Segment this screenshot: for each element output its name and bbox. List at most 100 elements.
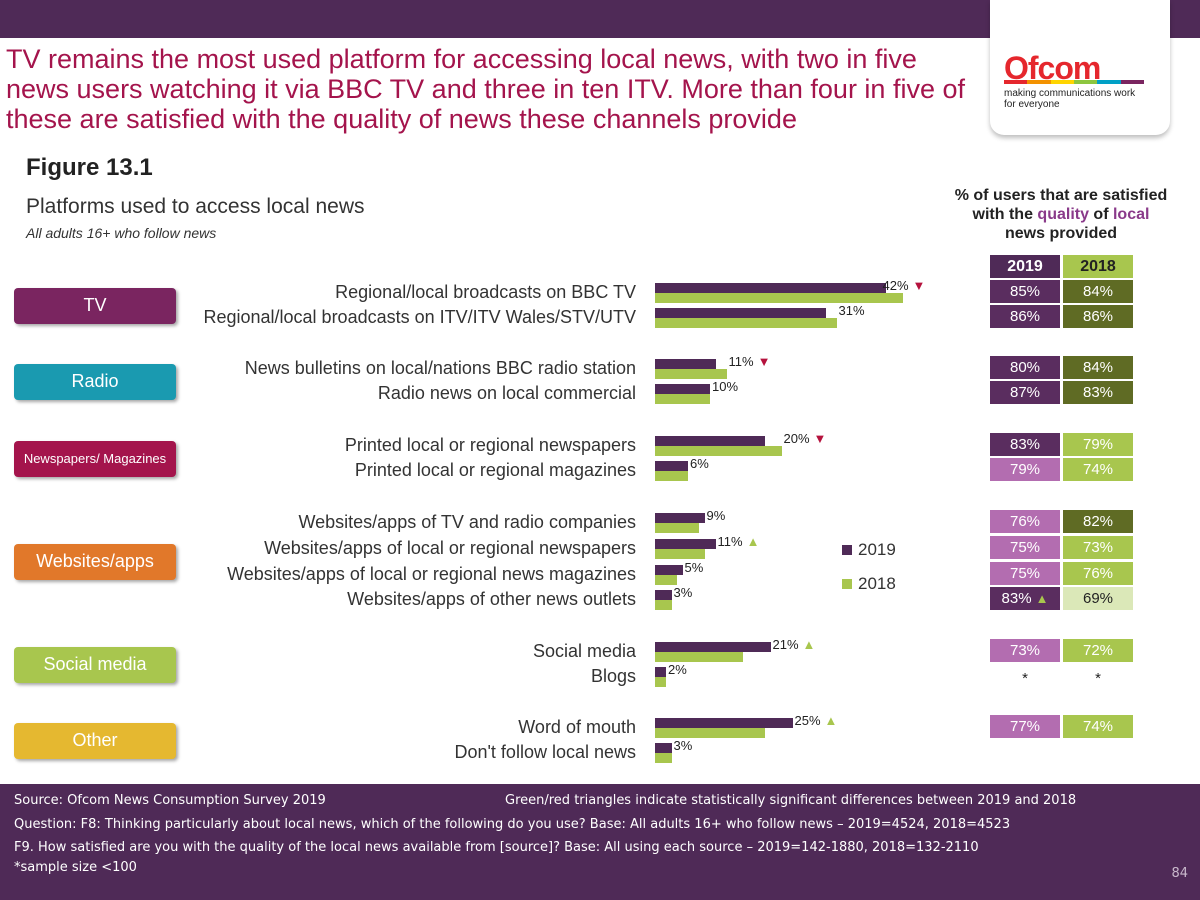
satisfaction-2019: 83% — [990, 433, 1060, 456]
headline: TV remains the most used platform for ac… — [6, 44, 965, 134]
sample-size-note: *sample size <100 — [14, 860, 137, 875]
row-label: Printed local or regional newspapers — [344, 435, 636, 455]
bar-2018 — [655, 293, 903, 303]
bar-2018 — [655, 600, 672, 610]
value-label: 20% ▼ — [783, 431, 827, 446]
bar-2019 — [655, 539, 716, 549]
category-box: Websites/apps — [14, 543, 176, 580]
chart-title: Platforms used to access local news — [26, 195, 365, 218]
bar-2019 — [655, 436, 765, 446]
bar-2018 — [655, 471, 688, 481]
satisfaction-2019: 85% — [990, 280, 1060, 303]
satisfaction-col-header-2019: 2019 — [990, 255, 1060, 278]
row-label: Blogs — [590, 666, 636, 686]
bar-2019 — [655, 642, 771, 652]
satisfaction-2018: 69% — [1063, 587, 1133, 610]
bar-2019 — [655, 359, 716, 369]
satisfaction-2018: 72% — [1063, 639, 1133, 662]
value-label: 31% — [838, 303, 865, 318]
triangle-down-icon: ▼ — [813, 431, 827, 446]
bar-2018 — [655, 652, 743, 662]
source-note: Source: Ofcom News Consumption Survey 20… — [14, 793, 326, 808]
value-label: 9% — [706, 508, 726, 523]
bar-2018 — [655, 575, 677, 585]
satisfaction-2018: 84% — [1063, 280, 1133, 303]
bar-2019 — [655, 283, 886, 293]
question-1: Question: F8: Thinking particularly abou… — [14, 817, 1011, 832]
satisfaction-2018: 86% — [1063, 305, 1133, 328]
bar-2019 — [655, 461, 688, 471]
row-label: Regional/local broadcasts on BBC TV — [335, 282, 636, 302]
satisfaction-2019: 80% — [990, 356, 1060, 379]
satisfaction-2018: 73% — [1063, 536, 1133, 559]
value-label: 5% — [684, 560, 704, 575]
row-label: Regional/local broadcasts on ITV/ITV Wal… — [203, 307, 636, 327]
figure-title: Figure 13.1 — [26, 154, 153, 181]
bar-2019 — [655, 743, 672, 753]
logo-stripe — [1004, 80, 1144, 84]
bar-2018 — [655, 753, 672, 763]
satisfaction-header: % of users that are satisfied with the q… — [954, 187, 1168, 242]
satisfaction-2019: 87% — [990, 381, 1060, 404]
footer — [0, 784, 1200, 900]
bar-2018 — [655, 728, 765, 738]
sample-size-star: * — [1022, 670, 1028, 687]
value-label: 11% ▲ — [717, 534, 760, 549]
satisfaction-2018: 74% — [1063, 715, 1133, 738]
row-label: Radio news on local commercial — [377, 383, 636, 403]
sample-size-star: * — [1095, 670, 1101, 687]
satisfaction-2019: 75% — [990, 536, 1060, 559]
row-label: Websites/apps of local or regional newsp… — [264, 538, 636, 558]
row-label: Social media — [532, 641, 636, 661]
bar-2019 — [655, 384, 710, 394]
row-label: Websites/apps of TV and radio companies — [298, 512, 636, 532]
satisfaction-2018: 76% — [1063, 562, 1133, 585]
chart-subtitle: All adults 16+ who follow news — [26, 225, 217, 241]
value-label: 2% — [668, 662, 687, 677]
category-box: Newspapers/ Magazines — [14, 440, 176, 477]
category-box: Other — [14, 722, 176, 759]
legend-2018: 2018 — [842, 574, 896, 594]
satisfaction-col-header-2018: 2018 — [1063, 255, 1133, 278]
row-label: Websites/apps of local or regional news … — [227, 564, 636, 584]
triangle-down-icon: ▼ — [757, 354, 771, 369]
bar-2019 — [655, 590, 672, 600]
bar-2019 — [655, 565, 683, 575]
value-label: 3% — [673, 738, 693, 753]
satisfaction-2019: 73% — [990, 639, 1060, 662]
triangle-up-icon: ▲ — [746, 534, 760, 549]
satisfaction-2019: 75% — [990, 562, 1060, 585]
value-label: 25% ▲ — [794, 713, 838, 728]
triangle-up-icon: ▲ — [802, 637, 816, 652]
question-2: F9. How satisfied are you with the quali… — [14, 840, 979, 855]
bar-2018 — [655, 677, 666, 687]
ofcom-logo: Ofcom making communications work for eve… — [990, 0, 1170, 135]
satisfaction-2019: 79% — [990, 458, 1060, 481]
satisfaction-2019: 76% — [990, 510, 1060, 533]
category-box: Social media — [14, 646, 176, 683]
bar-2018 — [655, 549, 705, 559]
satisfaction-2018: 74% — [1063, 458, 1133, 481]
bar-2018 — [655, 394, 710, 404]
bar-2019 — [655, 718, 793, 728]
bar-2018 — [655, 446, 782, 456]
triangle-up-icon: ▲ — [824, 713, 838, 728]
bar-2019 — [655, 667, 666, 677]
value-label: 11% ▼ — [728, 354, 771, 369]
satisfaction-2018: 79% — [1063, 433, 1133, 456]
satisfaction-2018: 82% — [1063, 510, 1133, 533]
value-label: 3% — [673, 585, 693, 600]
satisfaction-2018: 84% — [1063, 356, 1133, 379]
bar-2018 — [655, 369, 727, 379]
triangle-up-icon: ▲ — [1035, 591, 1049, 606]
value-label: 10% — [712, 379, 739, 394]
category-box: TV — [14, 287, 176, 324]
row-label: Word of mouth — [518, 717, 636, 737]
category-box: Radio — [14, 363, 176, 400]
bar-2018 — [655, 523, 699, 533]
satisfaction-2019: 86% — [990, 305, 1060, 328]
satisfaction-2018: 83% — [1063, 381, 1133, 404]
value-label: 6% — [690, 456, 709, 471]
satisfaction-2019: 77% — [990, 715, 1060, 738]
page-number: 84 — [1171, 866, 1188, 881]
